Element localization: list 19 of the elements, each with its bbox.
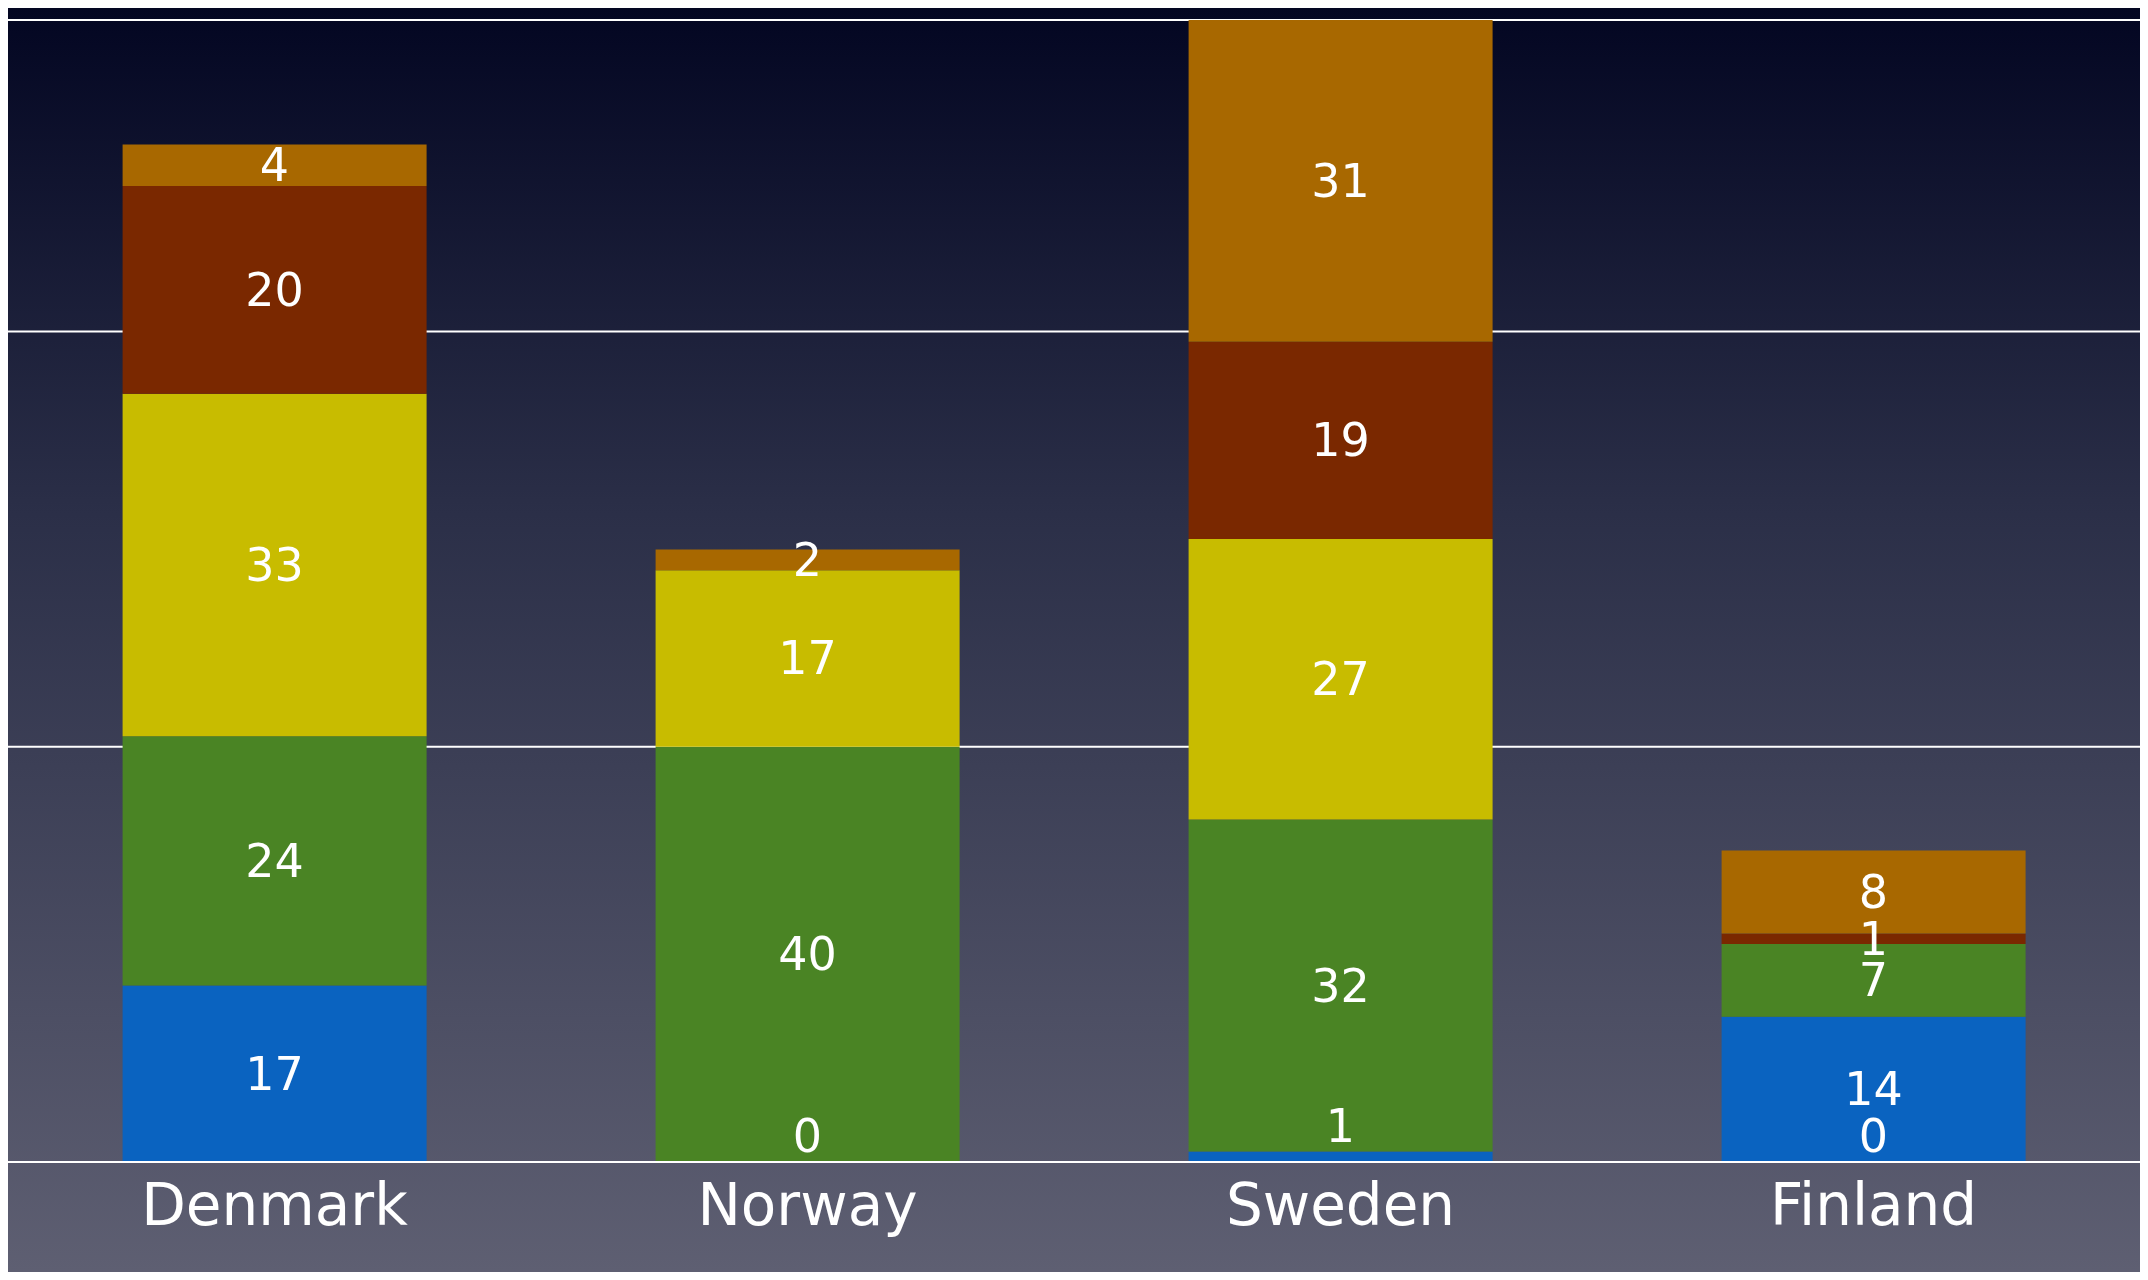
- data-label: 24: [245, 833, 304, 888]
- data-label: 20: [245, 262, 304, 317]
- x-tick-label: Denmark: [141, 1171, 409, 1240]
- data-label: 2: [792, 532, 823, 587]
- data-label: 32: [1311, 958, 1370, 1013]
- data-label: 4: [259, 138, 290, 193]
- x-tick-label: Norway: [697, 1171, 918, 1240]
- data-label: 17: [245, 1046, 304, 1101]
- x-tick-label: Finland: [1769, 1171, 1978, 1240]
- data-label: 31: [1311, 153, 1370, 208]
- data-label: 19: [1311, 413, 1370, 468]
- annotation: 0: [792, 1109, 823, 1163]
- x-tick-label: Sweden: [1225, 1171, 1456, 1240]
- data-label: 40: [778, 927, 837, 982]
- data-label: 8: [1858, 865, 1889, 920]
- data-label: 27: [1311, 652, 1370, 707]
- data-label: 1: [1325, 1098, 1356, 1153]
- data-label: 17: [778, 631, 837, 686]
- data-label: 33: [245, 538, 304, 593]
